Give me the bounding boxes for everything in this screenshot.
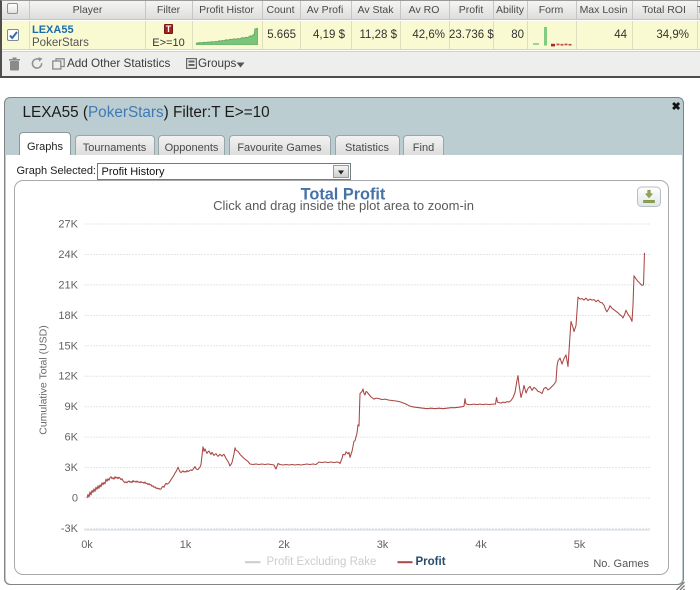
svg-text:12K: 12K [58, 371, 78, 383]
svg-text:3k: 3k [377, 539, 389, 551]
svg-text:0: 0 [72, 493, 78, 505]
svg-text:6K: 6K [65, 432, 79, 444]
svg-text:1k: 1k [180, 539, 192, 551]
svg-text:4k: 4k [475, 539, 487, 551]
svg-text:-3K: -3K [61, 523, 79, 535]
svg-text:3K: 3K [65, 462, 79, 474]
svg-text:27K: 27K [58, 219, 78, 231]
svg-text:5k: 5k [574, 539, 586, 551]
svg-text:Profit: Profit [416, 556, 446, 568]
svg-text:0k: 0k [81, 539, 93, 551]
svg-text:Total Profit: Total Profit [301, 185, 386, 203]
svg-text:Profit Excluding Rake: Profit Excluding Rake [267, 556, 377, 568]
svg-text:18K: 18K [58, 310, 78, 322]
svg-text:No. Games: No. Games [593, 558, 649, 570]
svg-text:9K: 9K [65, 401, 79, 413]
svg-text:Click and drag inside the plot: Click and drag inside the plot area to z… [213, 198, 474, 213]
svg-text:2k: 2k [278, 539, 290, 551]
svg-text:21K: 21K [58, 279, 78, 291]
svg-text:24K: 24K [58, 249, 78, 261]
svg-text:Cumulative Total (USD): Cumulative Total (USD) [38, 325, 50, 435]
svg-text:15K: 15K [58, 340, 78, 352]
